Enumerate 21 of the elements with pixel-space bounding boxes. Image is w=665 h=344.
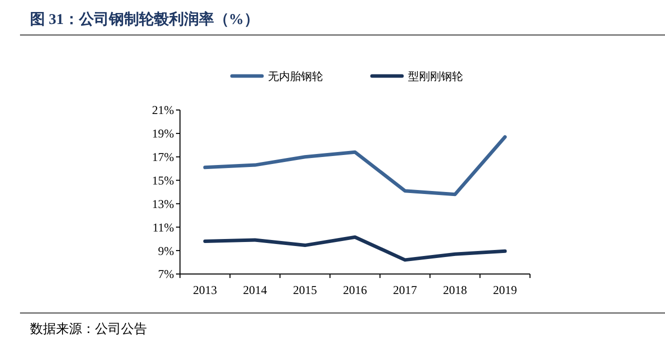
y-tick-label: 19% [152,126,174,141]
line-series [203,235,507,262]
x-tick-label: 2017 [393,283,417,297]
x-tick-label: 2019 [493,283,517,297]
legend-label: 无内胎钢轮 [268,70,323,83]
line-series [203,135,507,196]
y-tick-label: 11% [152,220,174,234]
x-tick-label: 2015 [293,283,317,297]
y-tick-label: 7% [158,267,174,282]
x-tick-label: 2018 [443,283,467,297]
y-tick-label: 21% [152,103,174,118]
chart-title: 图 31：公司钢制轮毂利润率（%） [30,10,259,28]
x-tick-label: 2016 [343,283,367,297]
source-note: 数据来源：公司公告 [30,321,147,336]
y-tick-label: 13% [152,196,174,211]
y-tick-label: 15% [152,173,174,188]
y-tick-label: 9% [158,244,174,258]
x-tick-label: 2014 [243,283,267,297]
legend-label: 型刚刚钢轮 [408,70,463,83]
y-tick-label: 17% [152,150,174,164]
x-tick-label: 2013 [193,283,217,297]
